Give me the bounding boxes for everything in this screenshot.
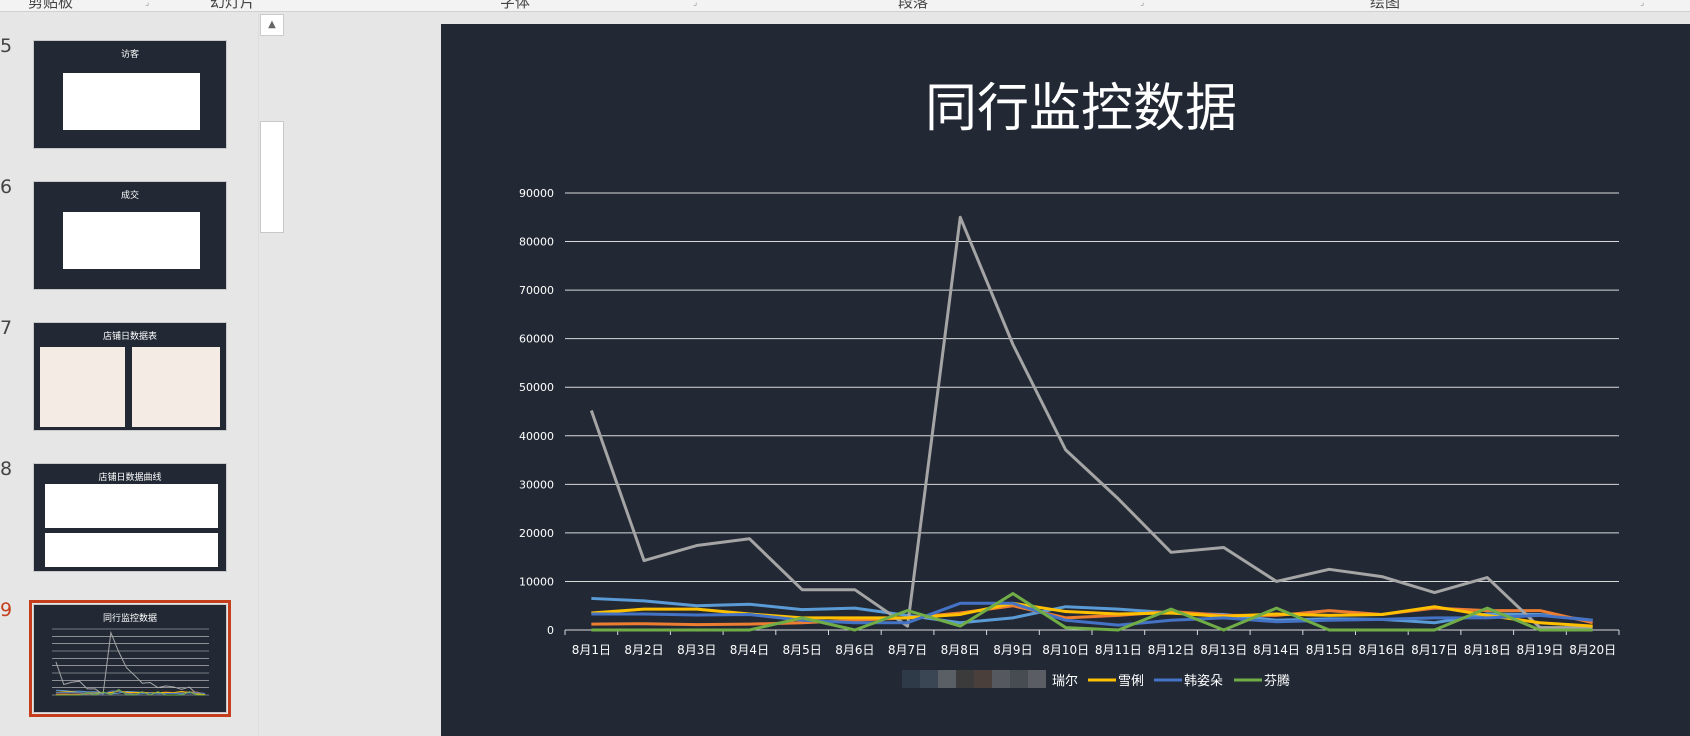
x-tick-label: 8月14日 bbox=[1253, 643, 1300, 657]
obscured-legend-entry bbox=[1010, 670, 1028, 688]
thumbnail-title: 店铺日数据曲线 bbox=[98, 473, 162, 483]
obscured-legend-entry bbox=[956, 670, 974, 688]
x-tick-label: 8月16日 bbox=[1358, 643, 1405, 657]
x-tick-label: 8月20日 bbox=[1569, 643, 1616, 657]
y-tick-label: 70000 bbox=[519, 284, 554, 297]
obscured-legend-entry bbox=[902, 670, 920, 688]
y-tick-label: 20000 bbox=[519, 527, 554, 540]
dialog-launcher-icon[interactable]: ⌟ bbox=[1140, 0, 1145, 8]
dialog-launcher-icon[interactable]: ⌟ bbox=[693, 0, 698, 8]
ribbon-group-slides: 幻灯片 bbox=[210, 0, 256, 11]
obscured-legend-entry bbox=[920, 670, 938, 688]
slide-number: 9 bbox=[0, 599, 13, 621]
series-line-5 bbox=[591, 592, 1593, 632]
thumbnail-title: 访客 bbox=[120, 50, 139, 60]
ribbon-group-clipboard: 剪贴板 bbox=[28, 0, 74, 11]
ribbon-group-drawing: 绘图 bbox=[1370, 0, 1401, 11]
legend-label: 瑞尔 bbox=[1052, 674, 1078, 689]
x-tick-label: 8月9日 bbox=[993, 643, 1032, 657]
slide-thumbnail-5[interactable]: 访客 bbox=[33, 40, 227, 149]
thumbnail-chart bbox=[63, 73, 200, 130]
y-tick-label: 50000 bbox=[519, 381, 554, 394]
x-tick-label: 8月10日 bbox=[1042, 643, 1089, 657]
slide-thumbnail-8[interactable]: 店铺日数据曲线 bbox=[33, 463, 227, 572]
y-tick-label: 40000 bbox=[519, 430, 554, 443]
legend-label: 韩姿朵 bbox=[1184, 673, 1223, 689]
y-tick-label: 60000 bbox=[519, 333, 554, 346]
slide-number: 8 bbox=[0, 458, 13, 480]
y-tick-label: 80000 bbox=[519, 236, 554, 249]
slide-number: 5 bbox=[0, 35, 13, 57]
x-tick-label: 8月17日 bbox=[1411, 643, 1458, 657]
ribbon-group-font: 字体 bbox=[500, 0, 531, 11]
thumbnail-chart bbox=[63, 212, 200, 269]
thumbnail-chart bbox=[45, 533, 218, 567]
y-tick-label: 30000 bbox=[519, 478, 554, 491]
slide-number: 6 bbox=[0, 176, 13, 198]
legend-label: 芬腾 bbox=[1264, 673, 1290, 689]
thumbnail-chart bbox=[45, 484, 218, 528]
thumbnail-chart bbox=[52, 628, 209, 696]
obscured-legend-entry bbox=[974, 670, 992, 688]
line-chart[interactable]: 0 10000 20000 30000 40000 50000 60000 70000 8000… bbox=[441, 24, 1690, 736]
thumbnail-table bbox=[132, 347, 220, 427]
x-tick-label: 8月6日 bbox=[835, 643, 874, 657]
y-tick-label: 10000 bbox=[519, 575, 554, 588]
thumbnail-title: 成交 bbox=[120, 191, 139, 201]
dialog-launcher-icon[interactable]: ⌟ bbox=[145, 0, 150, 8]
slide-canvas[interactable]: 同行监控数据 0 10000 20000 30000 40000 50000 60000 70… bbox=[441, 24, 1690, 736]
thumbnail-title: 店铺日数据表 bbox=[102, 332, 157, 342]
slide-thumbnail-9[interactable]: 同行监控数据 bbox=[29, 600, 231, 717]
obscured-legend-entry bbox=[938, 670, 956, 688]
x-tick-label: 8月4日 bbox=[730, 643, 769, 657]
slide-thumbnail-7[interactable]: 店铺日数据表 bbox=[33, 322, 227, 431]
series-line-4 bbox=[591, 601, 1593, 627]
ribbon-group-paragraph: 段落 bbox=[898, 0, 929, 11]
x-tick-label: 8月15日 bbox=[1306, 643, 1353, 657]
y-tick-label: 90000 bbox=[519, 187, 554, 200]
slide-thumbnail-6[interactable]: 成交 bbox=[33, 181, 227, 290]
x-tick-label: 8月3日 bbox=[677, 643, 716, 657]
legend-label: 雪俐 bbox=[1118, 674, 1144, 689]
obscured-legend-entry bbox=[1028, 670, 1046, 688]
x-tick-label: 8月1日 bbox=[572, 643, 611, 657]
dialog-launcher-icon[interactable]: ⌟ bbox=[1640, 0, 1645, 8]
x-tick-label: 8月19日 bbox=[1516, 643, 1563, 657]
x-tick-label: 8月12日 bbox=[1148, 643, 1195, 657]
x-tick-label: 8月7日 bbox=[888, 643, 927, 657]
x-tick-label: 8月11日 bbox=[1095, 643, 1142, 657]
thumbnail-scrollbar[interactable]: ▲ bbox=[258, 13, 284, 736]
slide-thumbnail-pane: 5 访客 6 成交 7 店铺日数据表 8 店铺日数据曲线 9 同行监控数据 bbox=[0, 13, 258, 736]
x-tick-label: 8月13日 bbox=[1200, 643, 1247, 657]
x-tick-label: 8月5日 bbox=[783, 643, 822, 657]
thumbnail-table bbox=[40, 347, 125, 427]
y-tick-label: 0 bbox=[547, 624, 554, 637]
x-tick-label: 8月8日 bbox=[941, 643, 980, 657]
x-tick-label: 8月18日 bbox=[1464, 643, 1511, 657]
series-line-2 bbox=[589, 215, 1593, 630]
series-line-0 bbox=[591, 596, 1593, 625]
thumbnail-title: 同行监控数据 bbox=[102, 614, 157, 624]
scrollbar-thumb[interactable] bbox=[260, 121, 284, 233]
slide-title[interactable]: 同行监控数据 bbox=[924, 79, 1237, 139]
ribbon-group-labels: 剪贴板 ⌟ 幻灯片 字体 ⌟ 段落 ⌟ 绘图 ⌟ bbox=[0, 0, 1690, 12]
slide-number: 7 bbox=[0, 317, 13, 339]
scroll-up-icon[interactable]: ▲ bbox=[260, 14, 284, 36]
x-tick-label: 8月2日 bbox=[624, 643, 663, 657]
obscured-legend-entry bbox=[992, 670, 1010, 688]
